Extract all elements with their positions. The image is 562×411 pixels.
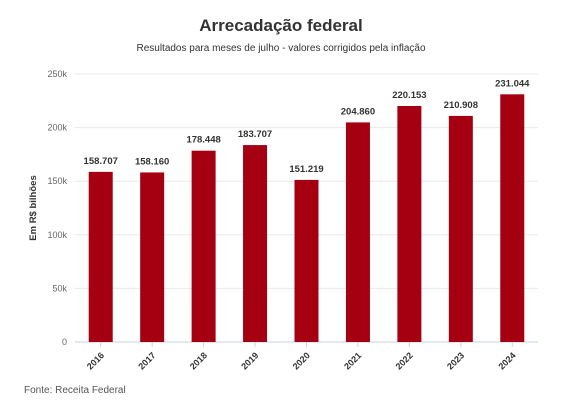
chart-title: Arrecadação federal: [199, 16, 363, 35]
data-label: 231.044: [495, 78, 530, 89]
x-tick-label: 2019: [239, 350, 260, 371]
y-tick-label: 200k: [47, 123, 67, 133]
bar: [191, 150, 216, 342]
data-label: 220.153: [392, 90, 426, 101]
y-tick-label: 100k: [47, 230, 67, 240]
bar: [448, 115, 473, 343]
bar: [243, 145, 268, 342]
x-tick-label: 2016: [85, 350, 106, 371]
y-axis-title: Em R$ bilhões: [28, 175, 39, 240]
data-label: 151.219: [289, 164, 323, 175]
chart-subtitle: Resultados para meses de julho - valores…: [136, 43, 426, 54]
bar: [88, 171, 113, 342]
y-tick-label: 150k: [47, 176, 67, 186]
data-label: 204.860: [341, 106, 375, 117]
x-tick-label: 2018: [188, 350, 209, 371]
bar: [345, 122, 370, 343]
bar: [397, 105, 422, 342]
data-label: 183.707: [238, 129, 272, 140]
source-note: Fonte: Receita Federal: [24, 385, 126, 396]
data-label: 158.707: [84, 156, 118, 167]
y-tick-label: 50k: [52, 283, 67, 293]
data-label: 178.448: [186, 135, 220, 146]
x-tick-label: 2022: [394, 350, 415, 371]
data-label: 210.908: [444, 100, 478, 111]
bar: [140, 172, 165, 342]
x-tick-label: 2017: [136, 350, 157, 371]
x-tick-label: 2023: [445, 350, 466, 371]
data-label: 158.160: [135, 156, 169, 167]
x-tick-label: 2021: [342, 350, 363, 371]
y-tick-label: 0: [62, 337, 67, 347]
bar: [294, 179, 319, 342]
x-tick-label: 2020: [291, 350, 312, 371]
x-tick-label: 2024: [496, 350, 517, 371]
y-tick-label: 250k: [47, 69, 67, 79]
bar: [500, 94, 525, 342]
